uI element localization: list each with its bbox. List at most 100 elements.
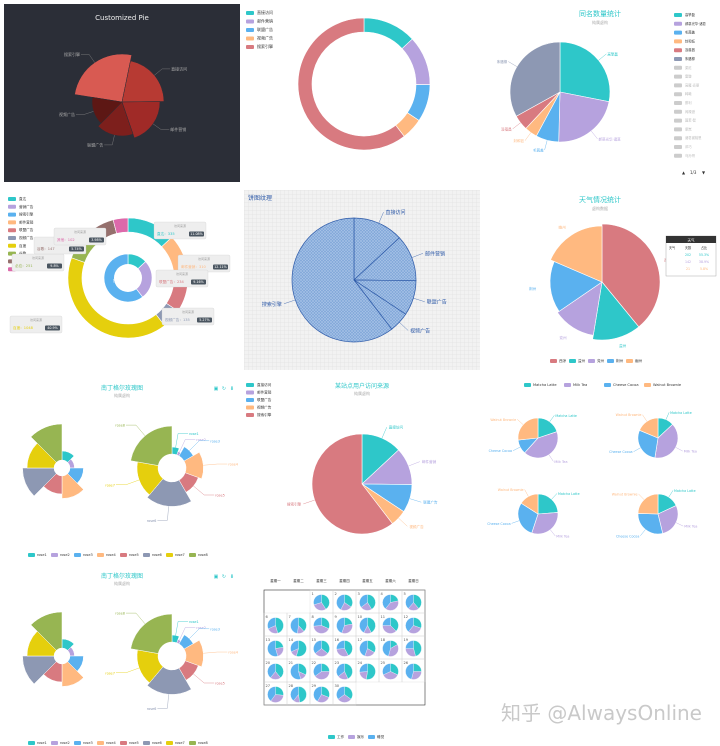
day-pie-23-0 bbox=[344, 663, 353, 679]
source-line-1 bbox=[408, 461, 420, 467]
name-line-1 bbox=[591, 130, 598, 139]
source-legend-label-3: 视频广告 bbox=[257, 405, 272, 410]
toolbox-icon-0[interactable]: ▣ bbox=[214, 574, 219, 580]
day-pie-20-0 bbox=[275, 663, 284, 678]
day-number-1: 1 bbox=[312, 592, 314, 596]
pager-up-icon[interactable]: ▲ bbox=[682, 170, 686, 175]
label-line-4 bbox=[76, 111, 94, 115]
source-legend-label-2: 联盟广告 bbox=[257, 397, 272, 402]
rose-legend-label-4: rose5 bbox=[129, 741, 139, 745]
source-line-4 bbox=[303, 499, 315, 505]
rose-line-0 bbox=[175, 433, 189, 448]
toolbox-icon-0[interactable]: ▣ bbox=[214, 386, 219, 392]
multi-slice-2-0 bbox=[537, 493, 559, 515]
rose-legend-label-3: rose4 bbox=[106, 741, 116, 745]
multi-line-2-3 bbox=[524, 489, 529, 497]
nested-legend-label-1: 营销广告 bbox=[19, 204, 34, 209]
day-pie-28-0 bbox=[298, 686, 307, 703]
name-legend-swatch-7 bbox=[674, 74, 682, 79]
rose-legend-swatch-3 bbox=[97, 553, 104, 557]
tooltip-name-1: 邮件营销：310 bbox=[181, 264, 207, 269]
multi-line-3-3 bbox=[638, 493, 645, 500]
legend-pager[interactable]: 1/3 bbox=[690, 170, 697, 175]
tooltip-head-3: 访问来源 bbox=[182, 309, 194, 314]
name-label-5: 朱腊柳 bbox=[497, 59, 508, 64]
tooltip-pct-5: 9.8% bbox=[50, 264, 58, 268]
name-legend-swatch-14 bbox=[674, 136, 682, 141]
name-legend-label-14: 诸葛谢桃恩 bbox=[685, 135, 702, 140]
weather-col-1: 天数 bbox=[685, 245, 692, 250]
day-number-2: 2 bbox=[335, 592, 337, 596]
multi-line-2-1 bbox=[550, 529, 556, 537]
rose-line-3 bbox=[203, 463, 228, 466]
label-line-0 bbox=[81, 54, 95, 63]
source-label-1: 邮件营销 bbox=[422, 459, 437, 464]
texture-line-3 bbox=[399, 322, 409, 331]
multi-label-3-2: Cheese Cocoa bbox=[616, 534, 639, 538]
day-number-22: 22 bbox=[312, 661, 317, 665]
pager-down-icon[interactable]: ▼ bbox=[702, 170, 706, 175]
rose-legend-label-0: rose1 bbox=[37, 741, 47, 745]
outer-slice-7 bbox=[112, 217, 129, 234]
name-legend-swatch-0 bbox=[674, 13, 682, 17]
slice-label-3: 联盟广告 bbox=[87, 141, 103, 147]
rose-line-4 bbox=[193, 485, 215, 496]
day-number-7: 7 bbox=[289, 615, 291, 619]
weather-slice-2 bbox=[557, 281, 603, 336]
rose-title: 南丁格尔玫瑰图 bbox=[101, 572, 143, 580]
day-pie-24-2 bbox=[359, 663, 368, 673]
toolbox-icon-2[interactable]: ⬇ bbox=[230, 574, 234, 580]
day-pie-4-1 bbox=[385, 600, 399, 611]
donut-legend-label-0: 直接访问 bbox=[257, 9, 273, 15]
multi-line-1-3 bbox=[642, 414, 648, 422]
toolbox-icon-2[interactable]: ⬇ bbox=[230, 386, 234, 392]
texture-label-2: 联盟广告 bbox=[427, 299, 447, 306]
day-number-23: 23 bbox=[335, 661, 340, 665]
rose-area-slice-7 bbox=[130, 425, 173, 466]
day-pie-19-2 bbox=[405, 640, 414, 649]
rose-label-3: rose4 bbox=[228, 463, 238, 467]
source-line-3 bbox=[398, 517, 408, 527]
rose-label-0: rose1 bbox=[189, 432, 199, 436]
multi-line-3-0 bbox=[668, 490, 674, 498]
toolbox-icon-1[interactable]: ↻ bbox=[222, 386, 226, 392]
day-pie-16-2 bbox=[336, 640, 345, 650]
weather-slice-3 bbox=[549, 261, 603, 312]
day-pie-5-0 bbox=[413, 594, 422, 609]
rose-legend-label-0: rose1 bbox=[37, 553, 47, 557]
tooltip-pct-bg-7 bbox=[89, 237, 104, 243]
name-legend-swatch-4 bbox=[674, 48, 682, 53]
day-pie-22-0 bbox=[321, 663, 330, 672]
calendar-legend-label-1: 娱乐 bbox=[357, 734, 365, 739]
day-number-5: 5 bbox=[404, 592, 406, 596]
day-number-10: 10 bbox=[358, 615, 363, 619]
texture-line-2 bbox=[413, 298, 425, 302]
name-label-1: 郝慕光华·诸葛 bbox=[598, 136, 621, 141]
panel-rose-2: 南丁格尔玫瑰图 纯属虚构 ▣ ↻ ⬇ rose1 rose2 rose3 rose4 rose5 r… bbox=[4, 566, 240, 746]
day-pie-22-2 bbox=[313, 663, 322, 677]
rose-legend-label-5: rose6 bbox=[152, 741, 162, 745]
rose-radius-slice-3 bbox=[61, 473, 84, 499]
tooltip-pct-1: 12.11% bbox=[214, 265, 227, 269]
nested-legend-label-5: 视频广告 bbox=[19, 235, 34, 240]
slice-label-4: 视频广告 bbox=[59, 111, 75, 117]
weather-cell-1-1: 142 bbox=[685, 260, 691, 264]
panel-donut: 直接访问 邮件营销 联盟广告 视频广告 搜索引擎 bbox=[242, 4, 480, 182]
nested-legend-label-4: 联盟广告 bbox=[19, 227, 34, 232]
day-pie-9-2 bbox=[336, 617, 345, 634]
day-number-4: 4 bbox=[381, 592, 384, 596]
day-number-3: 3 bbox=[358, 592, 360, 596]
day-number-18: 18 bbox=[381, 638, 386, 642]
nested-legend-swatch-5 bbox=[8, 236, 16, 240]
day-pie-7-0 bbox=[298, 617, 307, 632]
rose-legend-swatch-1 bbox=[51, 741, 58, 745]
day-number-12: 12 bbox=[404, 615, 409, 619]
name-legend-label-3: 封和钰 bbox=[685, 38, 696, 43]
toolbox-icon-1[interactable]: ↻ bbox=[222, 574, 226, 580]
day-pie-27-2 bbox=[267, 686, 276, 702]
multi-label-3-3: Walnut Brownie bbox=[612, 492, 638, 496]
day-pie-26-2 bbox=[405, 663, 414, 680]
